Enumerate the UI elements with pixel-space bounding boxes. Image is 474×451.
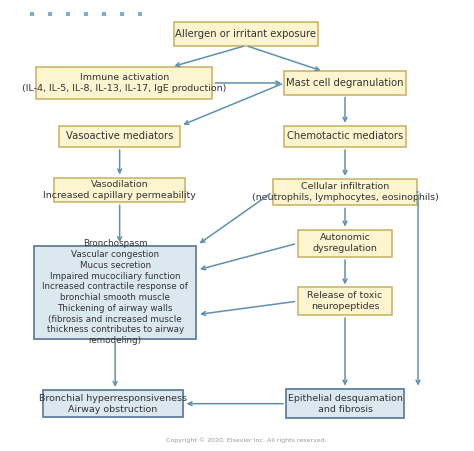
FancyBboxPatch shape	[55, 178, 185, 202]
Text: Vasodilation
Increased capillary permeability: Vasodilation Increased capillary permeab…	[43, 180, 196, 200]
Text: Cellular infiltration
(neutrophils, lymphocytes, eosinophils): Cellular infiltration (neutrophils, lymp…	[252, 182, 438, 202]
FancyBboxPatch shape	[298, 287, 392, 315]
Text: Immune activation
(IL-4, IL-5, IL-8, IL-13, IL-17, IgE production): Immune activation (IL-4, IL-5, IL-8, IL-…	[22, 73, 226, 93]
FancyBboxPatch shape	[284, 71, 406, 95]
FancyBboxPatch shape	[43, 390, 183, 417]
Text: Vasoactive mediators: Vasoactive mediators	[66, 131, 173, 142]
Text: Mast cell degranulation: Mast cell degranulation	[286, 78, 404, 88]
FancyBboxPatch shape	[34, 245, 196, 339]
Text: Epithelial desquamation
and fibrosis: Epithelial desquamation and fibrosis	[288, 394, 402, 414]
Text: Bronchospasm
Vascular congestion
Mucus secretion
Impaired mucociliary function
I: Bronchospasm Vascular congestion Mucus s…	[42, 239, 188, 345]
Text: Allergen or irritant exposure: Allergen or irritant exposure	[175, 29, 316, 39]
FancyBboxPatch shape	[273, 179, 417, 206]
Text: Bronchial hyperresponsiveness
Airway obstruction: Bronchial hyperresponsiveness Airway obs…	[39, 394, 187, 414]
Text: Chemotactic mediators: Chemotactic mediators	[287, 131, 403, 142]
Text: Release of toxic
neuropeptides: Release of toxic neuropeptides	[307, 291, 383, 311]
FancyBboxPatch shape	[36, 67, 212, 99]
FancyBboxPatch shape	[284, 126, 406, 147]
Text: Autonomic
dysregulation: Autonomic dysregulation	[312, 234, 377, 253]
FancyBboxPatch shape	[59, 126, 181, 147]
FancyBboxPatch shape	[286, 389, 403, 418]
FancyBboxPatch shape	[174, 23, 318, 46]
FancyBboxPatch shape	[298, 230, 392, 257]
Text: Copyright © 2020, Elsevier Inc. All rights reserved.: Copyright © 2020, Elsevier Inc. All righ…	[165, 437, 326, 443]
